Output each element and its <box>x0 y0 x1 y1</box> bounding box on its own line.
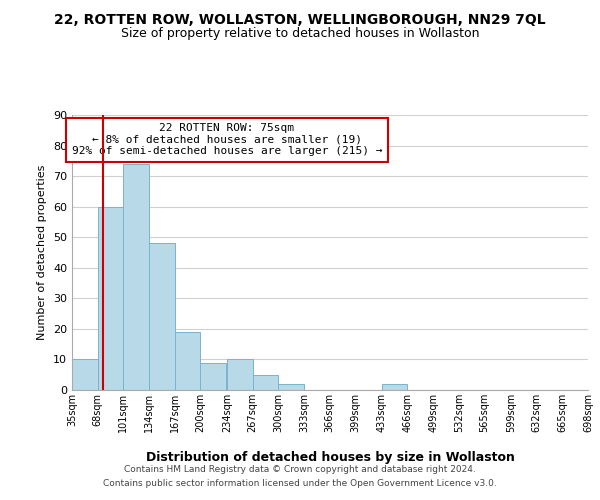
Bar <box>227 360 253 390</box>
Text: 22, ROTTEN ROW, WOLLASTON, WELLINGBOROUGH, NN29 7QL: 22, ROTTEN ROW, WOLLASTON, WELLINGBOROUG… <box>54 12 546 26</box>
Bar <box>200 362 226 390</box>
Bar <box>253 374 278 390</box>
Bar <box>175 332 200 390</box>
Bar <box>72 360 98 390</box>
Bar <box>98 206 124 390</box>
Text: Contains HM Land Registry data © Crown copyright and database right 2024.
Contai: Contains HM Land Registry data © Crown c… <box>103 466 497 487</box>
Bar <box>278 384 304 390</box>
Text: Size of property relative to detached houses in Wollaston: Size of property relative to detached ho… <box>121 28 479 40</box>
Bar <box>149 244 175 390</box>
Text: 22 ROTTEN ROW: 75sqm
← 8% of detached houses are smaller (19)
92% of semi-detach: 22 ROTTEN ROW: 75sqm ← 8% of detached ho… <box>71 123 382 156</box>
Bar <box>124 164 149 390</box>
Text: Distribution of detached houses by size in Wollaston: Distribution of detached houses by size … <box>146 451 514 464</box>
Y-axis label: Number of detached properties: Number of detached properties <box>37 165 47 340</box>
Bar <box>382 384 407 390</box>
